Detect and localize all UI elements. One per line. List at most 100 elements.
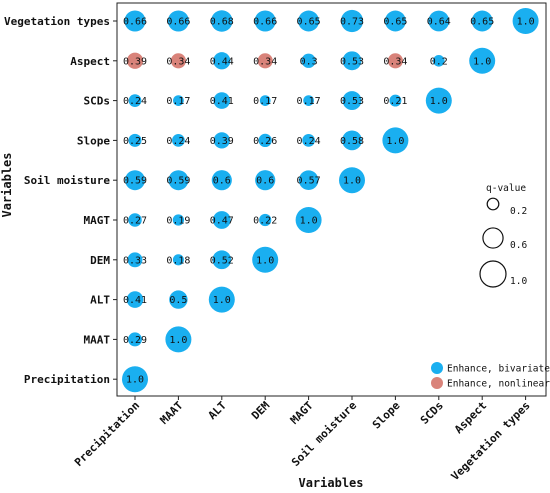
x-tick-label: MAGT: [288, 399, 316, 427]
bubble-bivariate: [165, 326, 192, 353]
bubble-bivariate: [213, 52, 231, 70]
bubble-bivariate: [212, 250, 232, 270]
bubble-bivariate: [211, 10, 233, 32]
bubble-value-label: 0.65: [297, 17, 321, 28]
bubble-bivariate: [259, 213, 272, 227]
bubble-value-label: 0.68: [210, 17, 234, 28]
bubble-bivariate: [432, 54, 445, 67]
bubble-value-label: 1.0: [126, 375, 144, 386]
bubble-bivariate: [122, 366, 148, 393]
size-legend-circle: [479, 260, 507, 288]
bubble-bivariate: [212, 211, 231, 229]
bubble-bivariate: [255, 170, 276, 191]
bubble-bivariate: [301, 53, 316, 68]
y-tick-label: ALT: [90, 294, 110, 307]
bubble-bivariate: [340, 9, 364, 33]
bubble-value-label: 0.27: [123, 216, 147, 227]
bubble-bivariate: [252, 246, 279, 273]
bubble-value-label: 1.0: [213, 295, 231, 306]
bubble-nonlinear: [126, 52, 144, 69]
bubble-bivariate: [126, 291, 144, 308]
bubble-value-label: 0.52: [210, 255, 234, 266]
bubble-value-label: 0.6: [256, 176, 274, 187]
bubble-bivariate: [258, 133, 272, 148]
bubble-value-label: 0.21: [383, 96, 407, 107]
bubble-value-label: 0.25: [123, 136, 147, 147]
bubble-value-label: 0.57: [297, 176, 321, 187]
x-tick-label: SCDs: [418, 399, 446, 427]
bubble-value-label: 1.0: [343, 176, 361, 187]
bubble-value-label: 0.47: [210, 216, 234, 227]
bubble-bivariate: [128, 133, 142, 147]
bubble-value-label: 0.34: [166, 56, 190, 67]
bubble-bivariate: [339, 167, 365, 194]
bubble-value-label: 0.17: [166, 96, 190, 107]
bubble-value-label: 0.24: [166, 136, 190, 147]
bubble-value-label: 0.24: [123, 96, 147, 107]
bubble-bivariate: [302, 134, 315, 147]
bubble-value-label: 0.19: [166, 216, 190, 227]
size-legend-circle: [482, 227, 504, 249]
bubble-bivariate: [172, 214, 185, 226]
bubble-bivariate: [172, 254, 184, 266]
bubble-value-label: 1.0: [473, 56, 491, 67]
bubble-value-label: 0.6: [213, 176, 231, 187]
x-tick-label: Slope: [370, 399, 403, 432]
bubble-value-label: 0.2: [430, 56, 448, 67]
bubble-value-label: 0.39: [123, 56, 147, 67]
y-tick-label: Aspect: [70, 55, 110, 68]
y-ticks: [113, 20, 117, 380]
bubble-value-label: 0.5: [169, 295, 187, 306]
y-tick-label: Vegetation types: [4, 15, 110, 28]
bubble-bivariate: [298, 10, 320, 32]
bubble-value-label: 1.0: [256, 255, 274, 266]
bubble-bivariate: [208, 286, 235, 313]
y-tick-label: Soil moisture: [24, 174, 110, 187]
y-axis-title: Variables: [0, 152, 14, 217]
bubble-bivariate: [167, 10, 189, 32]
bubble-value-label: 0.22: [253, 216, 277, 227]
bubble-bivariate: [384, 10, 406, 32]
y-tick-label: DEM: [90, 254, 110, 267]
bubble-value-label: 0.59: [123, 176, 147, 187]
bubble-value-label: 0.33: [123, 255, 147, 266]
bubble-value-label: 0.18: [166, 255, 190, 266]
bubble-bivariate: [512, 8, 539, 34]
bubble-bivariate: [213, 132, 230, 149]
bubble-value-label: 0.41: [123, 295, 147, 306]
bubble-bivariate: [471, 10, 493, 32]
bubble-value-label: 1.0: [300, 216, 318, 227]
bubble-value-label: 1.0: [169, 335, 187, 346]
x-tick-label: ALT: [206, 399, 230, 423]
bubble-bivariate: [259, 95, 271, 106]
bubble-value-label: 0.17: [253, 96, 277, 107]
bubble-bivariate: [425, 87, 452, 114]
bubble-value-label: 0.34: [253, 56, 277, 67]
bubble-value-label: 0.58: [340, 136, 364, 147]
bubble-bivariate: [128, 332, 142, 347]
y-tick-label: SCDs: [84, 95, 111, 108]
color-legend-label: Enhance, bivariate: [447, 364, 550, 375]
color-legend-marker: [431, 377, 443, 389]
bubble-bivariate: [127, 252, 143, 268]
y-tick-label: Slope: [77, 134, 110, 147]
x-tick-label: DEM: [249, 399, 273, 423]
bubble-value-label: 0.53: [340, 56, 364, 67]
bubble-value-label: 1.0: [517, 17, 535, 28]
bubble-value-label: 1.0: [386, 136, 404, 147]
x-tick-label: Vegetation types: [449, 399, 533, 483]
bubble-bivariate: [469, 47, 496, 74]
bubble-value-label: 0.66: [166, 17, 190, 28]
bubble-bivariate: [428, 10, 450, 32]
bubble-value-label: 1.0: [430, 96, 448, 107]
size-legend-label: 0.6: [510, 240, 527, 251]
bubble-nonlinear: [170, 53, 186, 69]
plot-frame: [116, 2, 547, 397]
y-tick-label: MAGT: [84, 214, 111, 227]
size-legend-label: 1.0: [510, 276, 527, 287]
x-ticks: [134, 396, 527, 400]
color-legend-label: Enhance, nonlinear: [447, 379, 550, 390]
bubble-bivariate: [128, 94, 142, 107]
